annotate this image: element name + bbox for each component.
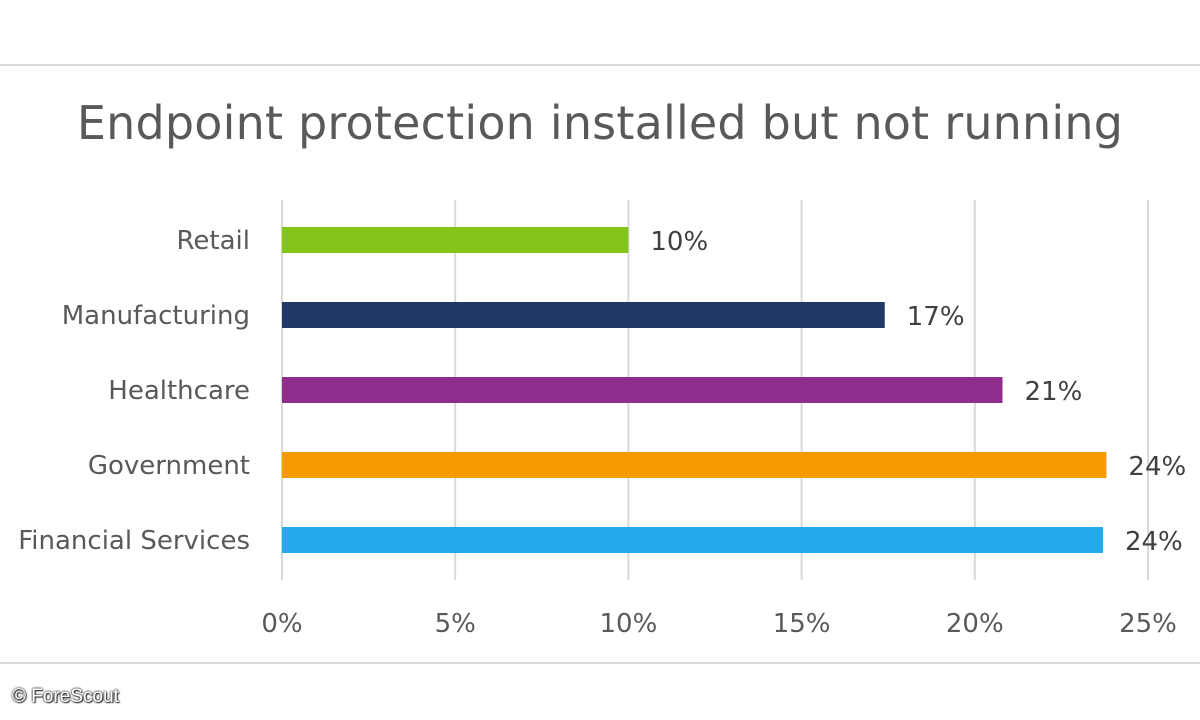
bar: [282, 302, 885, 328]
top-divider: [0, 64, 1200, 66]
x-tick-label: 0%: [261, 609, 302, 639]
x-tick-label: 5%: [435, 609, 476, 639]
x-tick-label: 10%: [600, 609, 658, 639]
data-label: 17%: [907, 302, 965, 332]
data-label: 24%: [1128, 452, 1186, 482]
data-label: 10%: [650, 227, 708, 257]
chart-title: Endpoint protection installed but not ru…: [76, 96, 1124, 150]
x-tick-label: 20%: [946, 609, 1004, 639]
data-label: 21%: [1025, 377, 1083, 407]
category-label: Government: [88, 451, 250, 481]
category-label: Financial Services: [18, 526, 250, 556]
bar: [282, 227, 629, 253]
category-label: Retail: [177, 226, 250, 256]
bar: [282, 452, 1107, 478]
bottom-divider: [0, 662, 1200, 664]
bar: [282, 377, 1003, 403]
copyright-credit: © ForeScout: [12, 686, 119, 707]
bar: [282, 527, 1103, 553]
category-label: Manufacturing: [62, 301, 250, 331]
category-label: Healthcare: [108, 376, 250, 406]
x-tick-label: 25%: [1119, 609, 1177, 639]
data-label: 24%: [1125, 527, 1183, 557]
x-tick-label: 15%: [773, 609, 831, 639]
